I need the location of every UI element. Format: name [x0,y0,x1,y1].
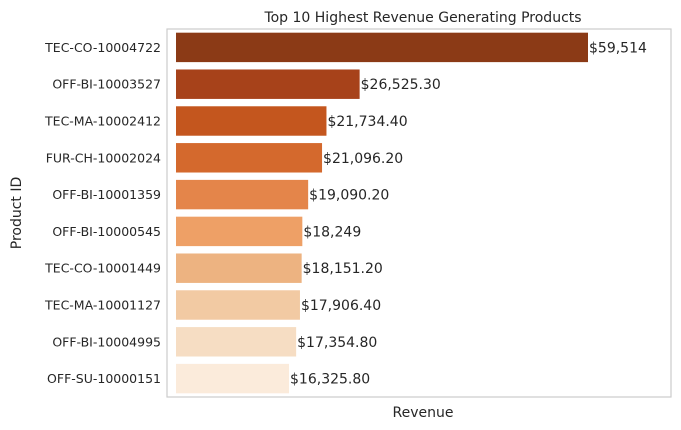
y-axis-label: Product ID [9,177,25,250]
y-tick-label: OFF-SU-10000151 [47,371,161,386]
bar-TEC-MA-10001127 [176,290,300,320]
y-tick-label: TEC-CO-10001449 [44,261,161,276]
y-tick-label: TEC-MA-10002412 [44,114,161,129]
data-label: $59,514 [589,40,647,56]
plot-frame [166,28,672,398]
y-tick-label: OFF-BI-10001359 [52,187,161,202]
data-label: $17,906.40 [301,298,381,314]
bar-TEC-MA-10002412 [176,106,327,136]
bars-group [176,32,588,394]
y-tick-label: OFF-BI-10003527 [52,77,161,92]
y-tick-label: TEC-CO-10004722 [44,40,161,55]
data-label: $21,096.20 [323,151,403,167]
data-label: $16,325.80 [290,372,370,388]
y-tick-label: OFF-BI-10004995 [52,334,161,349]
data-label: $17,354.80 [297,335,377,351]
bar-OFF-BI-10001359 [176,179,309,210]
bar-OFF-BI-10004995 [176,327,297,357]
bar-OFF-BI-10000545 [176,216,303,247]
data-label: $18,249 [303,224,361,240]
y-tick-label: FUR-CH-10002024 [46,150,161,165]
y-tick-labels: TEC-CO-10004722 OFF-BI-10003527 TEC-MA-100… [44,40,161,386]
bar-TEC-CO-10004722 [176,32,588,63]
bar-TEC-CO-10001449 [176,253,302,283]
x-axis-label: Revenue [393,405,454,421]
data-label: $26,525.30 [361,77,441,93]
y-tick-label: OFF-BI-10000545 [52,224,161,239]
data-label: $18,151.20 [303,261,383,277]
bar-OFF-BI-10003527 [176,69,360,99]
chart-title: Top 10 Highest Revenue Generating Produc… [263,10,581,26]
bar-OFF-SU-10000151 [176,363,290,394]
data-label: $19,090.20 [309,188,389,204]
data-labels: $59,514 $26,525.30 $21,734.40 $21,096.20 $19… [290,40,647,387]
y-tick-label: TEC-MA-10001127 [44,298,161,313]
bar-FUR-CH-10002024 [176,143,323,173]
data-label: $21,734.40 [327,114,407,130]
